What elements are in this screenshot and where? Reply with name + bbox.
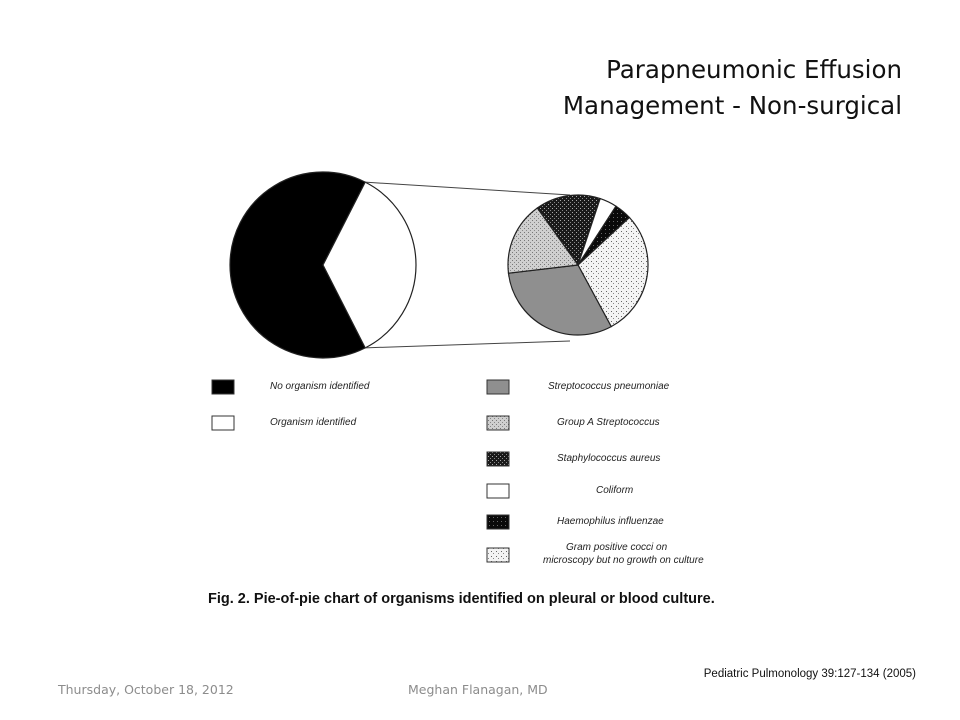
slide-title-line-1: Parapneumonic Effusion (606, 55, 902, 84)
connector-line-bottom (365, 340, 571, 349)
legend-label-staphylococcus-aureus: Staphylococcus aureus (557, 453, 661, 464)
legend-label-no-organism-identified: No organism identified (270, 381, 370, 392)
legend-swatch-streptococcus-pneumoniae (486, 379, 510, 395)
legend-label-haemophilus-influenzae: Haemophilus influenzae (557, 516, 664, 527)
legend-label-gram-positive-cocci-on-microscopy-but-no-growth-on-culture-line-1: Gram positive cocci on (566, 542, 668, 553)
connector-line-top (365, 181, 571, 196)
pie-slice-organism-identified (322, 181, 417, 349)
legend-swatch-haemophilus-influenzae (486, 514, 510, 530)
legend-label-coliform: Coliform (596, 485, 634, 496)
slide-title-line-2: Management - Non-surgical (562, 91, 902, 120)
legend-swatch-gram-positive-cocci-on-microscopy-but-no-growth-on-culture (486, 547, 510, 563)
pie-slice-streptococcus-pneumoniae (507, 264, 613, 336)
footer-date: Thursday, October 18, 2012 (58, 682, 234, 697)
pie-slice-group-a-streptococcus (507, 207, 580, 274)
legend-swatch-organism-identified (211, 415, 235, 431)
legend-swatch-coliform (486, 483, 510, 499)
pie-slice-staphylococcus-aureus (536, 194, 601, 267)
pie-slice-gram-positive-cocci-on-microscopy-but-no-growth-on-culture (577, 216, 649, 328)
slide-title: Parapneumonic Effusion Management - Non-… (342, 52, 902, 124)
legend-swatch-group-a-streptococcus (486, 415, 510, 431)
footer-author: Meghan Flanagan, MD (408, 682, 548, 697)
legend-label-gram-positive-cocci-on-microscopy-but-no-growth-on-culture-line-2: microscopy but no growth on culture (543, 555, 704, 566)
pie-slice-no-organism-identified (229, 171, 367, 359)
legend-swatch-no-organism-identified (211, 379, 235, 395)
citation: Pediatric Pulmonology 39:127-134 (2005) (703, 668, 916, 680)
legend-label-group-a-streptococcus: Group A Streptococcus (557, 417, 660, 428)
legend-label-streptococcus-pneumoniae: Streptococcus pneumoniae (548, 381, 670, 392)
legend-label-organism-identified: Organism identified (270, 417, 357, 428)
figure-caption: Fig. 2. Pie-of-pie chart of organisms id… (208, 591, 715, 607)
legend-swatch-staphylococcus-aureus (486, 451, 510, 467)
